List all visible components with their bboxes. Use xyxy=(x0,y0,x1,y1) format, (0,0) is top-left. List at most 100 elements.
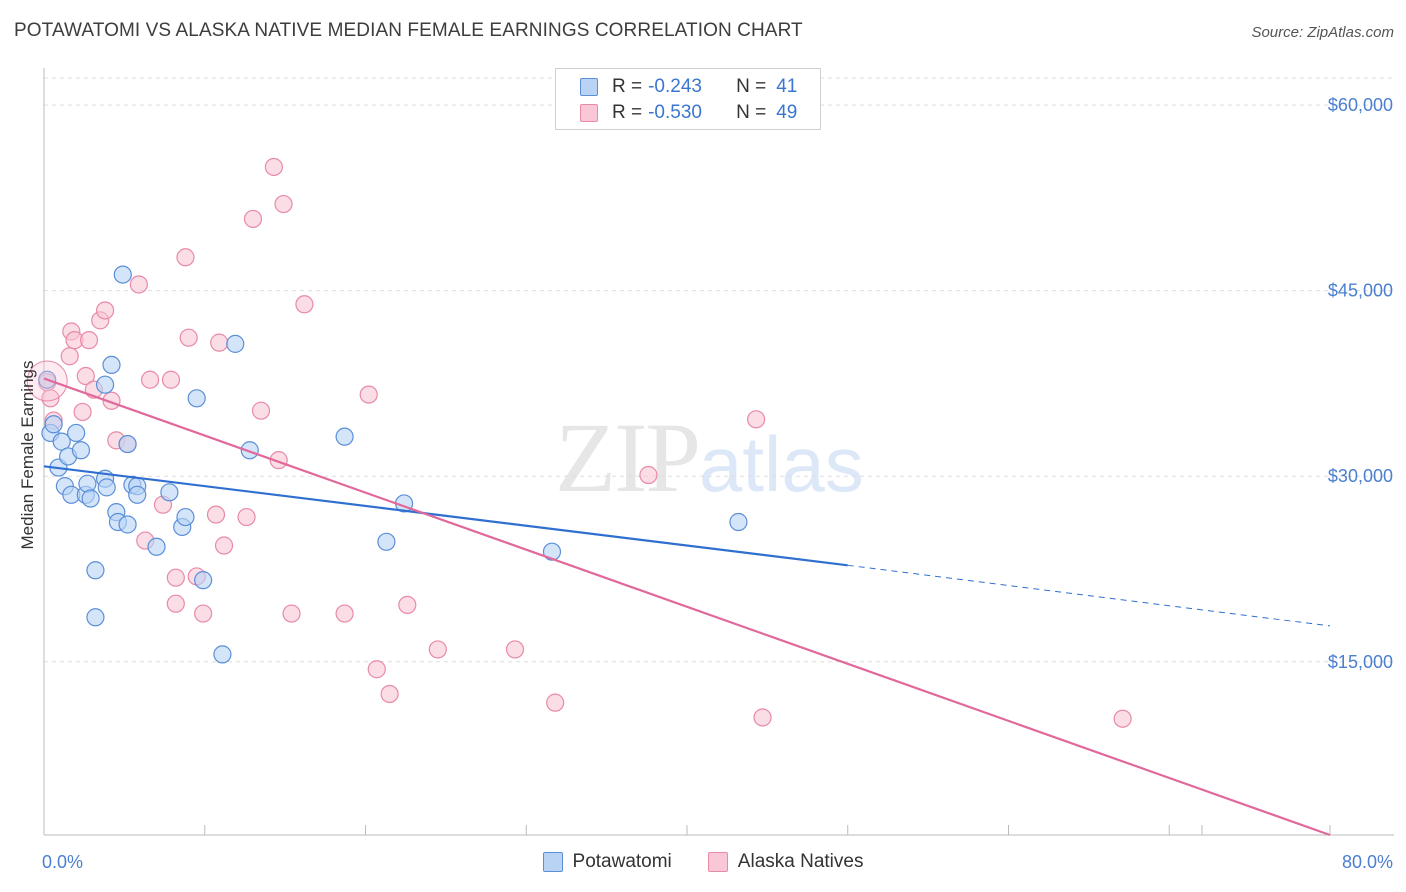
point-potawatomi xyxy=(160,483,179,502)
y-tick-label: $30,000 xyxy=(1328,466,1393,486)
legend-swatch-alaska-natives xyxy=(580,104,598,122)
point-alaska-natives xyxy=(179,328,198,347)
point-alaska-natives xyxy=(264,157,283,177)
point-alaska-natives xyxy=(166,594,185,613)
point-potawatomi xyxy=(118,515,137,534)
point-alaska-natives xyxy=(747,410,766,429)
chart-title: POTAWATOMI VS ALASKA NATIVE MEDIAN FEMAL… xyxy=(14,20,803,41)
point-alaska-natives xyxy=(129,275,148,294)
watermark: ZIPatlas xyxy=(555,400,864,515)
point-alaska-natives xyxy=(505,640,525,659)
point-potawatomi xyxy=(86,561,105,580)
trend-layer xyxy=(43,377,1331,837)
point-alaska-natives xyxy=(73,402,92,422)
trend-line-potawatomi xyxy=(43,465,848,567)
point-potawatomi xyxy=(240,441,259,460)
point-alaska-natives xyxy=(274,194,293,214)
y-tick-label: $45,000 xyxy=(1328,281,1393,301)
legend-n-label: N = xyxy=(736,102,767,123)
grid-layer xyxy=(44,77,1394,663)
legend-r-label: R = xyxy=(612,76,643,97)
point-potawatomi xyxy=(542,542,562,561)
x-tick-label-max: 80.0% xyxy=(1341,852,1393,872)
trend-line-alaska-natives xyxy=(43,377,1331,837)
point-potawatomi xyxy=(194,571,213,590)
point-alaska-natives xyxy=(161,370,181,389)
legend-r-value: -0.243 xyxy=(648,76,702,97)
point-alaska-natives xyxy=(60,347,79,366)
legend-item-potawatomi: Potawatomi xyxy=(542,851,672,873)
point-alaska-natives xyxy=(367,660,386,679)
point-potawatomi xyxy=(95,375,115,394)
point-alaska-natives xyxy=(206,505,226,524)
point-alaska-natives xyxy=(251,401,271,420)
point-potawatomi xyxy=(118,434,137,454)
point-alaska-natives xyxy=(546,693,565,712)
point-alaska-natives xyxy=(76,366,95,386)
legend-r-label: R = xyxy=(612,102,643,123)
legend-n-value: 49 xyxy=(776,102,798,123)
point-alaska-natives xyxy=(1113,709,1132,728)
stats-legend: R = -0.243 N = 41 R = -0.530 N = 49 xyxy=(555,68,821,130)
legend-swatch-potawatomi xyxy=(542,852,563,872)
point-potawatomi xyxy=(102,355,121,375)
legend-swatch-potawatomi xyxy=(580,78,598,96)
axis-layer xyxy=(43,68,1394,836)
point-alaska-natives xyxy=(79,331,99,350)
point-alaska-natives xyxy=(194,604,213,623)
points-layer xyxy=(26,157,1132,728)
y-tick-labels: $15,000 $30,000 $45,000 $60,000 xyxy=(1328,95,1393,672)
legend-label-alaska-natives: Alaska Natives xyxy=(737,851,864,872)
point-potawatomi xyxy=(81,489,100,508)
point-alaska-natives xyxy=(398,595,417,615)
point-alaska-natives xyxy=(176,248,195,267)
source-label: Source: ZipAtlas.com xyxy=(1251,24,1394,41)
point-potawatomi xyxy=(377,532,396,551)
point-potawatomi xyxy=(67,423,86,443)
point-potawatomi xyxy=(78,474,97,493)
point-alaska-natives xyxy=(639,465,658,485)
point-potawatomi xyxy=(97,478,116,497)
point-potawatomi xyxy=(71,441,91,460)
legend-swatch-alaska-natives xyxy=(707,852,728,872)
point-potawatomi xyxy=(729,512,748,532)
point-alaska-natives xyxy=(214,536,234,555)
point-alaska-natives xyxy=(166,568,185,587)
legend-row-potawatomi: R = -0.243 N = 41 xyxy=(580,75,797,99)
watermark-atlas: atlas xyxy=(699,420,864,508)
y-tick-label: $15,000 xyxy=(1328,652,1393,672)
point-alaska-natives xyxy=(282,604,301,623)
point-potawatomi xyxy=(44,415,63,434)
point-potawatomi xyxy=(176,507,195,527)
point-alaska-natives xyxy=(753,708,772,727)
point-alaska-natives xyxy=(237,507,256,527)
series-legend: Potawatomi Alaska Natives xyxy=(0,851,1406,873)
point-potawatomi xyxy=(147,537,166,556)
point-alaska-natives xyxy=(243,209,263,229)
point-cluster xyxy=(26,360,68,402)
point-alaska-natives xyxy=(295,295,314,314)
x-tick-label-min: 0.0% xyxy=(42,852,84,872)
y-tick-label: $60,000 xyxy=(1328,95,1393,115)
point-alaska-natives xyxy=(140,370,160,389)
trend-line-potawatomi-extension xyxy=(847,564,1331,627)
point-alaska-natives xyxy=(428,640,447,659)
point-potawatomi xyxy=(86,608,105,627)
legend-r-value: -0.530 xyxy=(648,102,702,123)
point-alaska-natives xyxy=(41,389,60,408)
point-potawatomi xyxy=(226,334,245,353)
point-alaska-natives xyxy=(359,385,378,404)
point-alaska-natives xyxy=(335,604,354,623)
point-potawatomi xyxy=(335,427,354,446)
legend-label-potawatomi: Potawatomi xyxy=(572,851,672,872)
legend-item-alaska-natives: Alaska Natives xyxy=(707,851,864,873)
legend-n-value: 41 xyxy=(776,76,798,97)
point-alaska-natives xyxy=(380,684,399,704)
point-alaska-natives xyxy=(210,333,229,352)
point-potawatomi xyxy=(187,389,206,408)
y-axis-label: Median Female Earnings xyxy=(18,360,37,550)
point-potawatomi xyxy=(113,265,132,284)
point-potawatomi xyxy=(128,485,147,504)
legend-row-alaska-natives: R = -0.530 N = 49 xyxy=(580,101,797,125)
